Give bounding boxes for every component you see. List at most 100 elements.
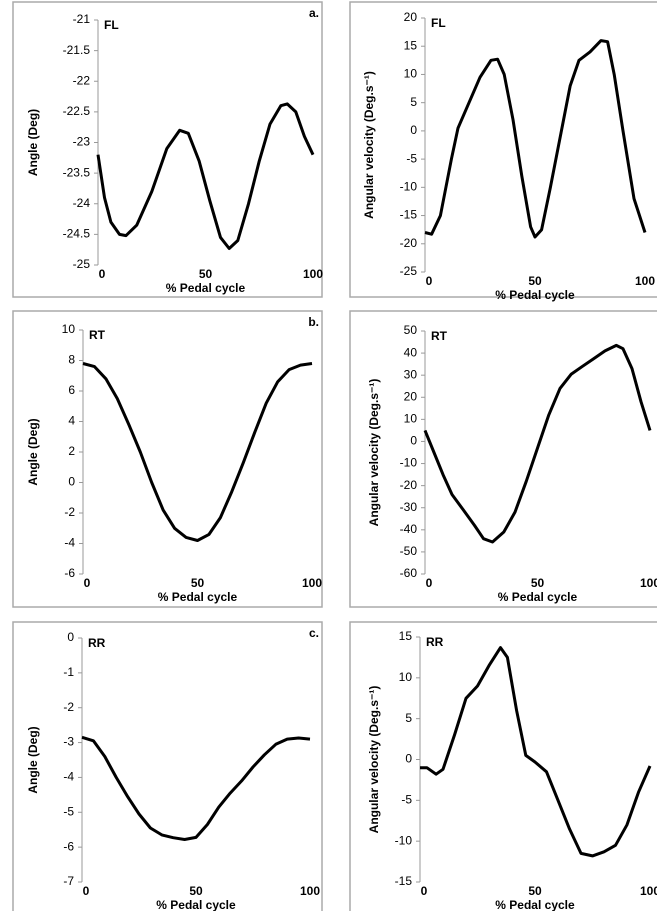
y-tick-label: -15 — [395, 874, 413, 888]
y-tick-label: -20 — [400, 478, 418, 492]
y-axis-label: Angle (Deg) — [26, 726, 40, 793]
panel-letter: b. — [308, 315, 319, 329]
x-tick-label: 100 — [303, 267, 323, 281]
x-axis-label: % Pedal cycle — [495, 898, 575, 911]
y-tick-label: 20 — [404, 389, 418, 403]
y-tick-label: 10 — [399, 670, 413, 684]
data-line — [96, 102, 315, 250]
y-tick-label: -4 — [63, 770, 74, 784]
x-tick-label: 0 — [421, 884, 428, 898]
y-tick-label: -5 — [63, 804, 74, 818]
y-tick-label: 40 — [404, 345, 418, 359]
data-line — [423, 343, 652, 544]
y-tick-label: 6 — [68, 383, 75, 397]
y-tick-label: -60 — [400, 566, 418, 580]
x-tick-label: 100 — [300, 884, 320, 898]
x-tick-label: 100 — [635, 274, 655, 288]
x-axis-label: % Pedal cycle — [498, 590, 578, 604]
panel-label: RR — [426, 635, 444, 649]
y-tick-label: -10 — [395, 833, 413, 847]
panel-border — [12, 1, 323, 298]
y-tick-label: -24 — [73, 196, 91, 210]
y-tick-label: -5 — [406, 151, 417, 165]
panel-border — [349, 621, 657, 911]
data-line — [81, 735, 311, 841]
y-tick-label: 2 — [68, 444, 75, 458]
y-tick-label: -5 — [401, 793, 412, 807]
y-axis-label: Angular velocity (Deg.s⁻¹) — [367, 686, 381, 834]
panel-label: RT — [431, 329, 448, 343]
y-tick-label: -30 — [400, 500, 418, 514]
data-line — [424, 39, 647, 239]
y-tick-label: -22.5 — [63, 104, 91, 118]
x-tick-label: 0 — [426, 576, 433, 590]
y-tick-label: -2 — [63, 700, 74, 714]
y-tick-label: 10 — [62, 322, 76, 336]
x-axis-label: % Pedal cycle — [158, 590, 238, 604]
panel-label: RR — [88, 636, 106, 650]
panel-label: RT — [89, 328, 106, 342]
data-line — [420, 646, 652, 858]
y-tick-label: -10 — [400, 456, 418, 470]
x-axis-label: % Pedal cycle — [156, 898, 236, 911]
y-tick-label: -22 — [73, 73, 91, 87]
x-tick-label: 0 — [426, 274, 433, 288]
y-tick-label: 0 — [410, 434, 417, 448]
y-tick-label: -20 — [400, 236, 418, 250]
y-tick-label: -6 — [64, 566, 75, 580]
y-tick-label: -10 — [400, 180, 418, 194]
y-tick-label: -3 — [63, 735, 74, 749]
x-axis-label: % Pedal cycle — [495, 288, 575, 302]
panel-label: FL — [104, 18, 119, 32]
y-tick-label: -23 — [73, 135, 91, 149]
x-tick-label: 50 — [528, 274, 542, 288]
y-tick-label: 0 — [405, 752, 412, 766]
y-tick-label: 0 — [410, 123, 417, 137]
panel-border — [349, 1, 657, 298]
y-axis-label: Angle (Deg) — [26, 109, 40, 176]
data-line — [82, 362, 313, 542]
y-tick-label: 10 — [404, 412, 418, 426]
x-tick-label: 100 — [640, 576, 657, 590]
y-axis-label: Angular velocity (Deg.s⁻¹) — [367, 379, 381, 527]
y-tick-label: 4 — [68, 414, 75, 428]
y-tick-label: 10 — [404, 67, 418, 81]
y-tick-label: -40 — [400, 522, 418, 536]
y-tick-label: -6 — [63, 839, 74, 853]
y-tick-label: -25 — [400, 264, 418, 278]
y-tick-label: -21.5 — [63, 43, 91, 57]
x-tick-label: 0 — [84, 576, 91, 590]
y-tick-label: -24.5 — [63, 227, 91, 241]
y-tick-label: -1 — [63, 665, 74, 679]
y-tick-label: 0 — [67, 630, 74, 644]
panel-label: FL — [431, 16, 446, 30]
x-tick-label: 0 — [83, 884, 90, 898]
y-tick-label: 50 — [404, 323, 418, 337]
y-tick-label: -4 — [64, 536, 75, 550]
y-tick-label: 0 — [68, 475, 75, 489]
y-tick-label: -23.5 — [63, 165, 91, 179]
x-tick-label: 50 — [199, 267, 213, 281]
panel-border — [12, 621, 323, 911]
y-tick-label: -15 — [400, 208, 418, 222]
x-tick-label: 0 — [99, 267, 106, 281]
y-tick-label: -50 — [400, 544, 418, 558]
y-tick-label: 5 — [405, 711, 412, 725]
y-axis-label: Angular velocity (Deg.s⁻¹) — [362, 71, 376, 219]
y-tick-label: -25 — [73, 257, 91, 271]
x-tick-label: 50 — [189, 884, 203, 898]
y-tick-label: -2 — [64, 505, 75, 519]
panel-border — [349, 310, 657, 608]
x-tick-label: 100 — [302, 576, 322, 590]
x-tick-label: 50 — [528, 884, 542, 898]
y-tick-label: 15 — [404, 38, 418, 52]
x-axis-label: % Pedal cycle — [166, 281, 246, 295]
x-tick-label: 50 — [191, 576, 205, 590]
y-tick-label: 20 — [404, 10, 418, 24]
y-tick-label: 5 — [410, 95, 417, 109]
x-tick-label: 50 — [531, 576, 545, 590]
y-tick-label: 15 — [399, 629, 413, 643]
panel-letter: a. — [309, 6, 319, 20]
